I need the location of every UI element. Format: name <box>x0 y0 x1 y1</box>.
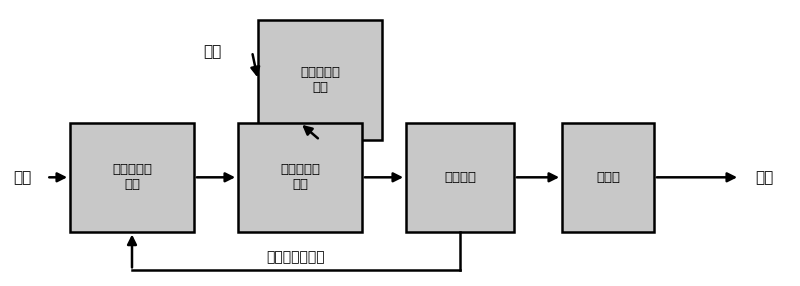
Text: 污泥: 污泥 <box>203 44 221 59</box>
Text: 低强度超声
处理: 低强度超声 处理 <box>300 66 340 94</box>
FancyBboxPatch shape <box>70 123 194 232</box>
Text: 水解酸化: 水解酸化 <box>444 171 476 184</box>
Text: 污泥秸秆均
质池: 污泥秸秆均 质池 <box>280 163 320 191</box>
Text: 秸秆酸解预
处理: 秸秆酸解预 处理 <box>112 163 152 191</box>
Text: 酸性发酵液回流: 酸性发酵液回流 <box>266 251 326 264</box>
FancyBboxPatch shape <box>406 123 514 232</box>
FancyBboxPatch shape <box>238 123 362 232</box>
Text: 秸秆: 秸秆 <box>14 170 31 185</box>
FancyBboxPatch shape <box>258 20 382 140</box>
Text: 脱水: 脱水 <box>755 170 773 185</box>
Text: 产甲烷: 产甲烷 <box>596 171 620 184</box>
FancyBboxPatch shape <box>562 123 654 232</box>
